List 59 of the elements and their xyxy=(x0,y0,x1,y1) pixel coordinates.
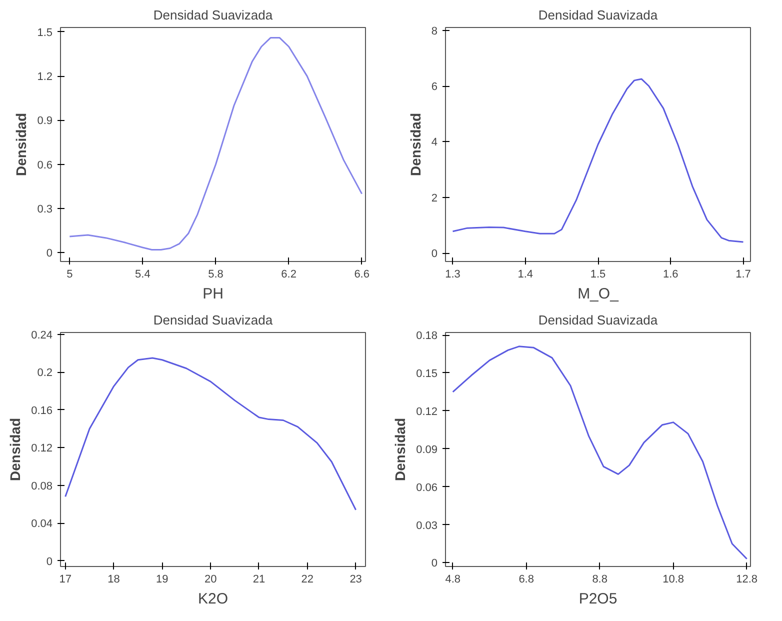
x-tick-label: 20 xyxy=(204,574,217,586)
y-tick-label: 0.9 xyxy=(37,115,53,128)
y-axis-title: Densidad xyxy=(392,418,408,482)
x-tick-label: 1.7 xyxy=(736,268,751,280)
y-tick-label: 0.15 xyxy=(416,368,438,380)
y-tick-label: 0.2 xyxy=(37,367,53,380)
y-tick-label: 1.2 xyxy=(37,71,53,84)
y-tick-label: 0.12 xyxy=(416,406,438,418)
y-tick-label: 0.3 xyxy=(37,204,53,216)
x-axis-title: P2O5 xyxy=(578,590,618,608)
y-axis-title: Densidad xyxy=(407,112,424,176)
y-tick-label: 0.24 xyxy=(31,329,53,342)
x-axis-title: K2O xyxy=(198,590,228,608)
y-tick-label: 0.06 xyxy=(416,482,438,494)
y-tick-label: 1.5 xyxy=(37,26,53,39)
y-tick-label: 0 xyxy=(431,558,438,570)
x-tick-label: 10.8 xyxy=(662,574,684,586)
x-tick-label: 19 xyxy=(156,574,168,586)
x-axis-title: M_O_ xyxy=(578,286,620,302)
x-tick-label: 17 xyxy=(59,574,72,586)
x-tick-label: 1.5 xyxy=(590,268,606,280)
chart-title: Densidad Suavizada xyxy=(538,312,658,328)
chart-title: Densidad Suavizada xyxy=(153,8,274,22)
y-tick-label: 0.04 xyxy=(31,518,53,530)
x-axis-title: PH xyxy=(202,286,224,302)
x-tick-label: 18 xyxy=(108,574,120,586)
y-tick-label: 0.16 xyxy=(31,404,53,417)
x-tick-label: 1.4 xyxy=(518,268,534,280)
x-tick-label: 1.3 xyxy=(445,268,460,280)
x-tick-label: 23 xyxy=(350,574,362,586)
x-tick-label: 21 xyxy=(252,574,266,586)
x-tick-label: 5.8 xyxy=(208,268,224,280)
x-tick-label: 4.8 xyxy=(445,574,460,586)
chart-title: Densidad Suavizada xyxy=(538,8,658,22)
x-tick-label: 12.8 xyxy=(736,574,758,586)
y-tick-label: 0 xyxy=(46,248,53,260)
x-tick-label: 22 xyxy=(301,574,314,586)
x-tick-label: 6.2 xyxy=(281,268,296,280)
y-tick-label: 0.6 xyxy=(37,159,53,172)
y-tick-label: 0.09 xyxy=(416,444,438,456)
x-tick-label: 6.6 xyxy=(354,268,370,280)
y-axis-title: Densidad xyxy=(7,418,24,482)
y-tick-label: 4 xyxy=(431,136,438,149)
x-tick-label: 8.8 xyxy=(592,574,608,586)
y-axis-title: Densidad xyxy=(13,112,30,176)
chart-title: Densidad Suavizada xyxy=(153,312,274,328)
y-tick-label: 0.03 xyxy=(416,520,438,532)
x-tick-label: 5.4 xyxy=(135,268,150,280)
y-tick-label: 6 xyxy=(431,81,438,93)
y-tick-label: 0.12 xyxy=(31,442,53,455)
y-tick-label: 2 xyxy=(431,192,438,204)
y-tick-label: 0.08 xyxy=(31,480,53,492)
y-tick-label: 0 xyxy=(431,248,438,260)
x-tick-label: 1.6 xyxy=(662,268,678,280)
x-tick-label: 5 xyxy=(66,268,73,280)
x-tick-label: 6.8 xyxy=(518,574,534,586)
y-tick-label: 0.18 xyxy=(416,330,438,342)
y-tick-label: 0 xyxy=(46,556,53,568)
y-tick-label: 8 xyxy=(431,25,438,38)
